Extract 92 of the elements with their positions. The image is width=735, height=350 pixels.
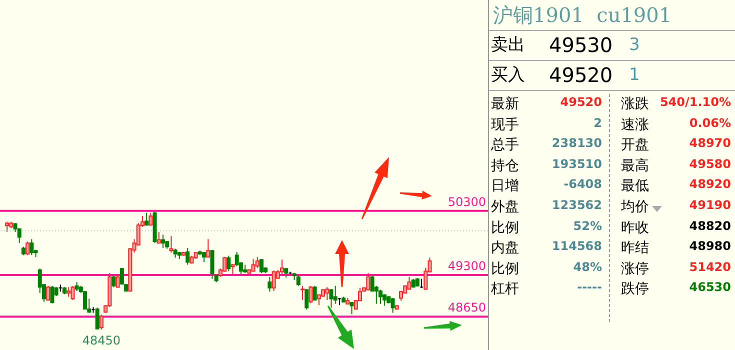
text: 49520: [549, 62, 613, 89]
text: 51420: [689, 260, 731, 274]
candlestick: [407, 276, 412, 290]
text: 48980: [689, 239, 731, 254]
candlestick: [70, 285, 75, 300]
candlestick: [148, 212, 153, 226]
candlestick: [66, 286, 71, 298]
text: -----: [577, 280, 602, 294]
candlestick: [350, 301, 354, 315]
candlestick: [378, 289, 382, 304]
candlestick: [333, 285, 338, 304]
text: 日增: [491, 177, 519, 196]
candlestick: [312, 285, 317, 302]
text: 540/1.10%: [660, 95, 731, 109]
text: 49520: [560, 95, 602, 109]
text: 最高: [621, 156, 649, 175]
candlestick: [308, 285, 313, 304]
candlestick: [116, 275, 120, 288]
text: 3: [629, 34, 640, 57]
text: 内盘: [491, 239, 519, 258]
candlestick: [210, 250, 214, 280]
text: 比例: [491, 218, 519, 237]
candlestick: [30, 238, 34, 256]
ref-line-label: 50300: [448, 194, 486, 209]
text: 114568: [552, 239, 602, 254]
text: 48%: [573, 260, 602, 274]
candlestick: [226, 255, 231, 272]
ref-line-label: 48650: [448, 300, 486, 315]
text: 比例: [491, 260, 519, 278]
candlestick: [112, 275, 116, 288]
candlestick: [296, 275, 300, 286]
candlestick: [144, 212, 149, 226]
candlestick: [156, 232, 161, 244]
candlestick: [251, 258, 256, 272]
candlestick: [268, 276, 272, 292]
candlestick: [95, 307, 100, 330]
text: 卖出: [491, 34, 525, 57]
candlestick: [206, 238, 210, 258]
text: 持仓: [491, 156, 519, 175]
candlestick: [382, 294, 387, 306]
candlestick: [255, 256, 260, 268]
text: 最新: [491, 95, 519, 113]
candlestick: [99, 314, 104, 330]
text: 49190: [689, 198, 731, 212]
annotation: 48450: [82, 333, 121, 348]
text: 涨停: [621, 260, 649, 278]
text: 沪铜1901 cu1901: [489, 0, 735, 31]
candlestick: [230, 264, 235, 276]
text: 46530: [689, 280, 731, 294]
candlestick: [26, 241, 30, 256]
text: 48970: [689, 136, 731, 150]
text: 现手: [491, 116, 519, 134]
text: 48920: [689, 177, 731, 192]
candlestick: [390, 298, 395, 314]
candlestick: [272, 270, 276, 292]
text: 昨结: [621, 239, 649, 258]
text: 外盘: [491, 198, 519, 216]
text: 238130: [552, 136, 602, 150]
text: 49530: [549, 32, 613, 59]
text: 速涨: [621, 116, 649, 134]
text: 杠杆: [491, 280, 519, 298]
candlestick: [46, 285, 50, 302]
ref-line-label: 49300: [448, 259, 486, 273]
text: 48820: [689, 218, 731, 233]
candlestick: [5, 221, 10, 233]
candlestick: [329, 288, 334, 308]
candlestick: [160, 234, 165, 249]
text: 123562: [552, 198, 602, 212]
candlestick: [325, 286, 330, 300]
candlestick: [300, 285, 305, 300]
text: -6408: [564, 177, 602, 192]
text: 最低: [621, 177, 649, 196]
text: 开盘: [621, 136, 649, 154]
text: 昨收: [621, 218, 649, 237]
text: 总手: [491, 136, 519, 154]
text: 193510: [552, 156, 602, 171]
text: 涨跌: [621, 95, 649, 113]
text: 均价: [621, 198, 649, 216]
text: 买入: [491, 64, 525, 87]
text: 跌停: [621, 280, 649, 298]
candlestick: [169, 235, 174, 254]
text: 1: [629, 64, 640, 87]
candlestick: [366, 272, 370, 291]
candlestick: [50, 285, 54, 304]
candlestick: [304, 288, 309, 310]
text: 52%: [573, 218, 602, 233]
text: 0.06%: [689, 116, 731, 130]
candlestick: [186, 248, 190, 266]
text: 49580: [689, 156, 731, 171]
candlestick: [259, 258, 264, 274]
text: 2: [594, 116, 602, 130]
candlestick: [280, 259, 284, 276]
